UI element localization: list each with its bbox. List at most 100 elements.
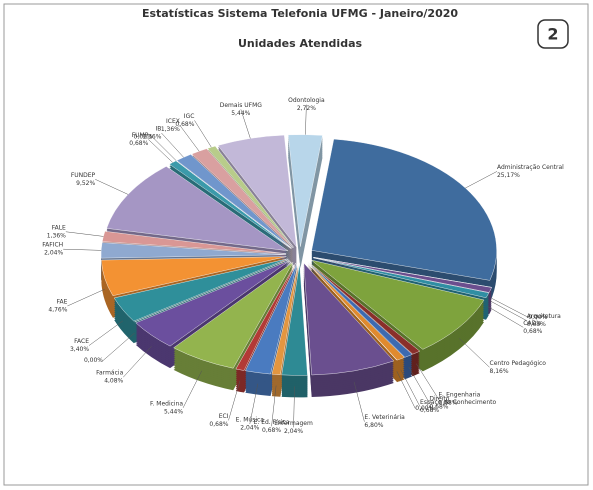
slice [217, 134, 297, 248]
badge: 2 [547, 25, 558, 44]
leader-line [416, 363, 439, 400]
leader-line [123, 346, 152, 378]
slice [168, 160, 292, 249]
value-label: 0,68% [420, 407, 439, 414]
slice-label: FACE [74, 338, 89, 345]
value-label: 0,68% [439, 400, 458, 407]
leader-line [63, 248, 102, 251]
slice [311, 138, 497, 281]
slice [306, 262, 405, 361]
slice-label: Espaço do Conhecimento [420, 399, 496, 406]
leader-line [102, 332, 135, 361]
slice-label: Administração Central [497, 164, 564, 171]
slice-label: FALE [52, 224, 66, 231]
leader-line [95, 179, 129, 195]
slice-label: Enfermagem [274, 420, 313, 427]
slice [102, 231, 287, 254]
slice-label: F. Medicina [150, 400, 183, 407]
leader-line [491, 298, 529, 318]
leader-line [305, 104, 307, 135]
value-label: 0,68% [129, 140, 148, 147]
leader-line [271, 385, 277, 427]
leader-line [353, 381, 365, 422]
slice [113, 258, 288, 322]
leader-line [65, 231, 104, 237]
value-label: 8,16% [490, 368, 509, 375]
value-label: 4,08% [104, 378, 123, 385]
slice-label: Direito [429, 395, 449, 402]
value-label: 1,36% [161, 126, 180, 133]
value-label: 0,00% [134, 134, 153, 141]
slice-label: ICEX [166, 118, 180, 125]
leader-line [408, 366, 430, 404]
badge-box [537, 19, 569, 49]
slice-label: IGC [184, 113, 195, 120]
leader-line [249, 383, 259, 425]
slice-label: FAFICH [42, 242, 63, 249]
value-label: 1,36% [47, 232, 66, 239]
value-label: 0,68% [429, 403, 448, 410]
leader-line [182, 370, 203, 408]
leader-line [487, 306, 524, 328]
value-label: 2,72% [297, 105, 316, 112]
slice [235, 262, 296, 371]
slice-label: IB [156, 125, 162, 132]
slice-side [313, 259, 489, 300]
slice [303, 262, 395, 376]
leader-line [179, 125, 200, 152]
leader-line [152, 137, 177, 161]
slice-label: E. Veterinária [364, 414, 405, 421]
slice-label: E. Ed. Física [254, 419, 290, 426]
value-label: 5,44% [164, 408, 183, 415]
slice [176, 154, 292, 249]
value-label: 0,68% [523, 328, 542, 335]
slice-label: Odontologia [288, 97, 325, 104]
slice [313, 257, 490, 299]
slice [313, 257, 492, 293]
slice-label: FUNDEP [71, 172, 96, 179]
value-label: 6,80% [364, 422, 383, 429]
chart-subtitle: Unidades Atendidas [238, 37, 363, 50]
slice-label: FUMP [132, 132, 149, 139]
slice [271, 263, 299, 376]
leader-line [228, 380, 241, 421]
slice-label: E. Engenharia [439, 392, 481, 399]
leader-line [88, 320, 124, 346]
value-label: 0,68% [175, 121, 194, 128]
value-label: 0,68% [262, 427, 281, 434]
leader-line [148, 139, 173, 163]
leader-line [161, 132, 184, 158]
value-label: 5,44% [231, 110, 250, 117]
slice [134, 259, 289, 323]
leader-line [67, 288, 105, 307]
leader-line [400, 369, 421, 407]
slice-label: Farmácia [96, 370, 123, 377]
slice [101, 256, 287, 296]
slice [308, 261, 421, 355]
leader-line [396, 371, 416, 409]
slice-label: FAE [57, 298, 68, 305]
chart-title: Estatísticas Sistema Telefonia UFMG - Ja… [142, 7, 458, 20]
slice [245, 263, 298, 375]
slice [135, 260, 290, 347]
value-label: 9,52% [76, 180, 95, 187]
value-label: 3,40% [70, 346, 89, 353]
slice [173, 262, 294, 369]
slice [106, 166, 289, 251]
value-label: 0,00% [528, 314, 547, 321]
slice-label: ECI [219, 413, 229, 420]
leader-line [293, 386, 295, 428]
slice [311, 259, 485, 350]
slice-label: Arquitetura [527, 313, 561, 320]
value-label: 0,00% [415, 405, 434, 412]
slice-label: E. Música [236, 416, 265, 423]
slice-label: Demais UFMG [220, 102, 263, 109]
leader-line [240, 109, 251, 139]
leader-line [490, 300, 527, 321]
slice [281, 263, 308, 376]
value-label: 25,17% [497, 172, 520, 179]
slice [307, 261, 413, 358]
value-label: 0,00% [84, 357, 103, 364]
